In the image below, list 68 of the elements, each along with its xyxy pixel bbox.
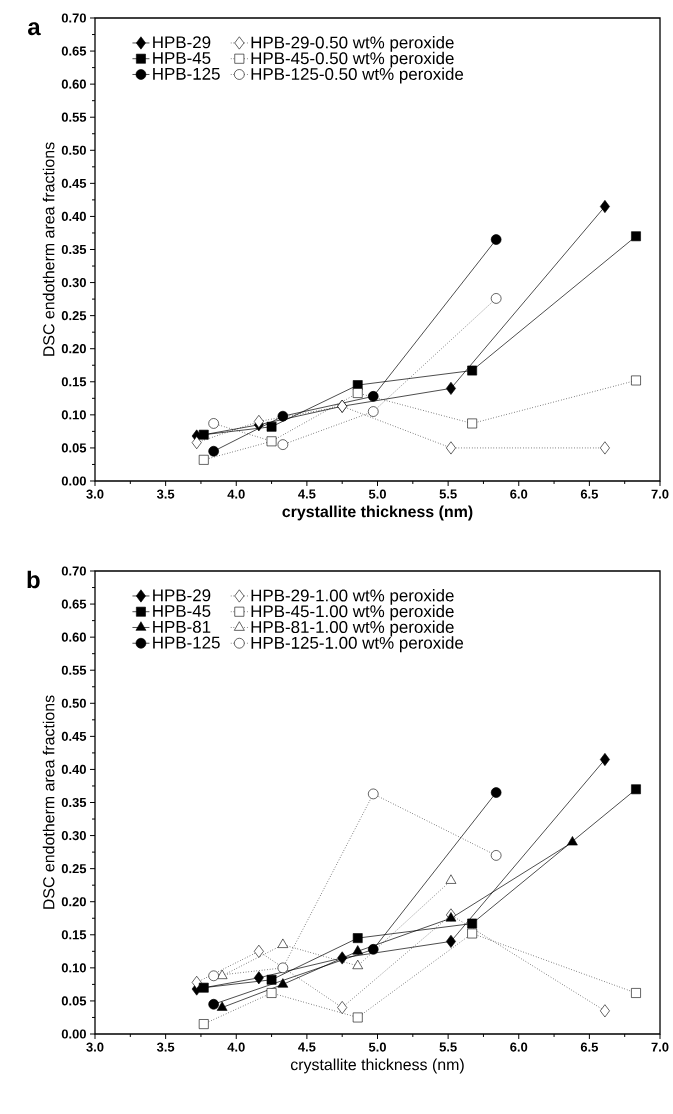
y-tick-label: 0.15 (61, 377, 87, 387)
y-tick-label: 0.65 (61, 599, 87, 609)
y-tick-label: 0.35 (61, 797, 87, 808)
x-axis-title: crystallite thickness (nm) (290, 1058, 464, 1074)
x-tick-label: 4.0 (227, 489, 245, 499)
y-tick-label: 0.05 (61, 996, 87, 1006)
x-tick-label: 6.0 (510, 489, 528, 499)
legend-label: HPB-29 (153, 589, 211, 602)
legend-label: HPB-29-1.00 wt% peroxide (251, 589, 454, 605)
legend-label: HPB-125 (153, 636, 220, 649)
x-tick-label: 5.0 (368, 489, 386, 499)
x-tick-label: 3.5 (156, 489, 175, 499)
y-tick-label: 0.35 (61, 244, 87, 255)
y-tick-label: 0.40 (61, 764, 86, 775)
y-tick-label: 0.00 (61, 476, 86, 486)
x-tick-label: 3.0 (86, 1042, 104, 1052)
y-axis-title: DSC endotherm area fractions (42, 142, 55, 356)
y-tick-label: 0.60 (61, 632, 86, 642)
legend-label: HPB-45-1.00 wt% peroxide (251, 604, 454, 621)
x-tick-label: 4.5 (298, 1042, 316, 1052)
x-tick-label: 5.0 (368, 1042, 386, 1052)
x-axis-title: crystallite thickness (nm) (282, 505, 473, 521)
y-tick-label: 0.50 (61, 698, 86, 708)
x-tick-label: 5.5 (439, 1042, 457, 1052)
y-tick-label: 0.40 (61, 211, 86, 222)
y-tick-label: 0.45 (61, 731, 87, 741)
y-tick-label: 0.25 (61, 311, 87, 321)
legend-label: HPB-45-0.50 wt% peroxide (251, 51, 454, 68)
legend-label: HPB-81-1.00 wt% peroxide (251, 620, 454, 637)
text: a (28, 22, 41, 36)
legend-label: HPB-29-0.50 wt% peroxide (251, 36, 454, 52)
y-tick-label: 0.50 (61, 145, 86, 155)
y-tick-label: 0.55 (61, 112, 87, 122)
y-axis-title: DSC endotherm area fractions (42, 695, 55, 909)
x-tick-label: 7.0 (651, 489, 669, 499)
x-tick-label: 5.5 (439, 489, 457, 499)
x-tick-label: 4.5 (298, 489, 316, 499)
legend-label: HPB-45 (153, 605, 211, 617)
y-tick-label: 0.20 (61, 897, 86, 907)
y-tick-label: 0.25 (61, 864, 87, 874)
y-tick-label: 0.05 (61, 443, 87, 453)
text: b (27, 570, 40, 589)
y-tick-label: 0.60 (61, 79, 86, 89)
y-tick-label: 0.30 (61, 277, 86, 288)
y-tick-label: 0.70 (61, 566, 86, 576)
y-tick-label: 0.10 (61, 963, 86, 973)
legend-label: HPB-125 (153, 67, 220, 80)
x-tick-label: 3.5 (156, 1042, 175, 1052)
y-tick-label: 0.20 (61, 344, 86, 354)
x-tick-label: 7.0 (651, 1042, 669, 1052)
x-tick-label: 3.0 (86, 489, 104, 499)
y-tick-label: 0.45 (61, 178, 87, 188)
y-tick-label: 0.30 (61, 830, 86, 841)
legend-label: HPB-29 (153, 36, 211, 49)
x-tick-label: 6.5 (580, 489, 599, 499)
legend-label: HPB-81 (153, 620, 211, 633)
legend-label: HPB-125-0.50 wt% peroxide (251, 67, 464, 84)
legend-label: HPB-125-1.00 wt% peroxide (251, 636, 464, 653)
y-tick-label: 0.65 (61, 46, 87, 56)
y-tick-label: 0.15 (61, 930, 87, 940)
x-tick-label: 4.0 (227, 1042, 245, 1052)
legend-label: HPB-45 (153, 52, 211, 64)
x-tick-label: 6.5 (580, 1042, 599, 1052)
y-tick-label: 0.10 (61, 410, 86, 420)
y-tick-label: 0.00 (61, 1029, 86, 1039)
y-tick-label: 0.70 (61, 13, 86, 23)
x-tick-label: 6.0 (510, 1042, 528, 1052)
y-tick-label: 0.55 (61, 665, 87, 675)
